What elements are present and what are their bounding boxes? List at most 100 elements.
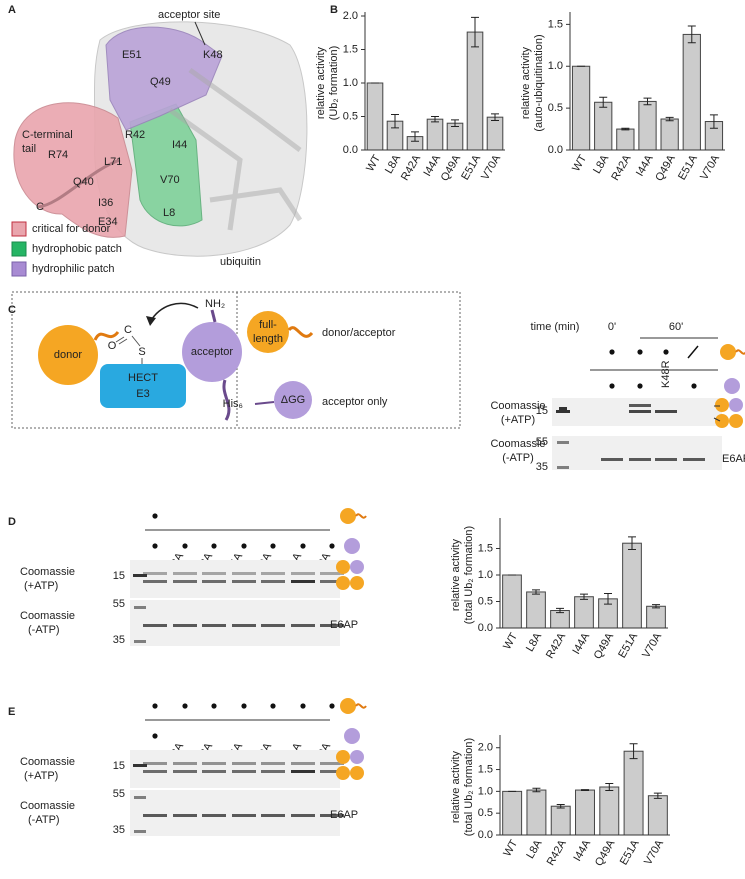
y-tick-label: 0.0 — [478, 622, 493, 634]
gel-band — [320, 762, 344, 765]
gel-band — [291, 770, 315, 773]
y-tick-label: 1.5 — [478, 542, 493, 554]
marker-label: 55 — [113, 788, 125, 800]
lane-dot — [211, 543, 217, 549]
lane-dot — [300, 543, 306, 549]
bar — [682, 33, 701, 151]
tail-ribbon — [37, 158, 121, 209]
lane-dot — [152, 703, 158, 709]
hect-e3 — [100, 364, 186, 408]
annotation: C-terminal — [22, 129, 73, 141]
band-pointer — [713, 405, 721, 422]
panel-label: A — [8, 4, 16, 16]
error-bar — [653, 792, 662, 799]
acceptor-circle — [182, 322, 242, 382]
icon — [344, 728, 360, 744]
bonds — [115, 335, 143, 364]
x-tick-label: I44A — [570, 630, 592, 656]
error-bar — [665, 116, 674, 122]
gel-band — [133, 574, 147, 577]
icon — [720, 344, 736, 360]
acceptor-only-icon — [274, 381, 312, 419]
residue-label: K48 — [203, 49, 223, 61]
hydrophilic-region — [105, 26, 223, 131]
y-tick-label: 0.0 — [548, 144, 563, 156]
gel-band — [173, 624, 197, 627]
lane-dot — [152, 543, 158, 549]
gel-header: 60' — [669, 321, 683, 333]
x-tick-label: Q49A — [593, 837, 618, 868]
residue-label: V70 — [160, 174, 180, 186]
gel-band — [173, 814, 197, 817]
y-tick-label: 1.5 — [478, 763, 493, 775]
lane-dot — [270, 703, 276, 709]
marker-label: 15 — [113, 570, 125, 582]
gel-band — [173, 580, 197, 583]
y-axis-label: relative activity — [520, 46, 532, 119]
error-bar — [411, 131, 419, 142]
stain-label: Coomassie — [20, 566, 75, 578]
stain-label: Coomassie — [490, 438, 545, 450]
stain-label: (+ATP) — [24, 770, 58, 782]
gel-band — [261, 624, 285, 627]
residue-label: C — [36, 201, 44, 213]
y-axis-label: (auto-ubiquitination) — [533, 34, 545, 131]
icon — [715, 398, 729, 412]
x-tick-label: E51A — [459, 152, 483, 182]
gel-band — [320, 624, 344, 627]
panel-label: B — [330, 4, 338, 16]
error-bar — [687, 25, 696, 44]
marker-label: 35 — [113, 634, 125, 646]
x-tick-label: V70A — [698, 152, 722, 182]
x-tick-label: L8A — [524, 837, 545, 861]
gel-band — [320, 572, 344, 575]
legend-text: hydrophobic patch — [32, 243, 122, 255]
stain-label: Coomassie — [20, 610, 75, 622]
icon — [336, 560, 350, 574]
x-tick-label: I44A — [571, 837, 593, 863]
gel-band — [320, 814, 344, 817]
x-tick-label: E51A — [618, 837, 642, 867]
error-bar — [599, 96, 608, 108]
donor-region — [13, 102, 133, 238]
scheme-text: donor/acceptor — [322, 327, 396, 339]
bar — [526, 591, 546, 629]
icon — [336, 750, 350, 764]
gel-band — [232, 762, 256, 765]
y-tick-label: 0.5 — [548, 102, 563, 114]
gel-band — [143, 580, 167, 583]
bar — [526, 789, 547, 836]
gel-band — [261, 814, 285, 817]
gel-band — [202, 572, 226, 575]
stain-label: Coomassie — [490, 400, 545, 412]
y-tick-label: 0.5 — [343, 110, 358, 122]
scheme-text: NH₂ — [205, 298, 225, 310]
residue-label: L71 — [104, 156, 122, 168]
y-tick-label: 2.0 — [343, 10, 358, 22]
y-tick-label: 1.5 — [343, 43, 358, 55]
gel-band — [291, 762, 315, 765]
x-tick-label: L8A — [524, 630, 545, 654]
gel — [552, 436, 722, 470]
icon — [729, 398, 743, 412]
x-tick-label: Q49A — [653, 152, 678, 183]
scheme-text: C — [124, 324, 132, 336]
gel-band — [202, 580, 226, 583]
gel-band — [629, 404, 651, 407]
gel-band — [655, 410, 677, 413]
residue-label: E34 — [98, 216, 118, 228]
gel-band — [232, 580, 256, 583]
gel-band — [683, 458, 705, 461]
scheme-text: length — [253, 333, 283, 345]
lane-dot — [270, 543, 276, 549]
scheme-text: HECT — [128, 372, 158, 384]
y-axis-label: (total Ub₂ formation) — [463, 526, 475, 624]
annotation-line — [194, 21, 206, 46]
gel-band — [261, 580, 285, 583]
panel-label: E — [8, 706, 15, 718]
bar — [622, 542, 642, 629]
y-tick-label: 1.0 — [478, 785, 493, 797]
gel-band — [134, 640, 146, 643]
gel-band — [655, 458, 677, 461]
gel — [130, 790, 340, 836]
